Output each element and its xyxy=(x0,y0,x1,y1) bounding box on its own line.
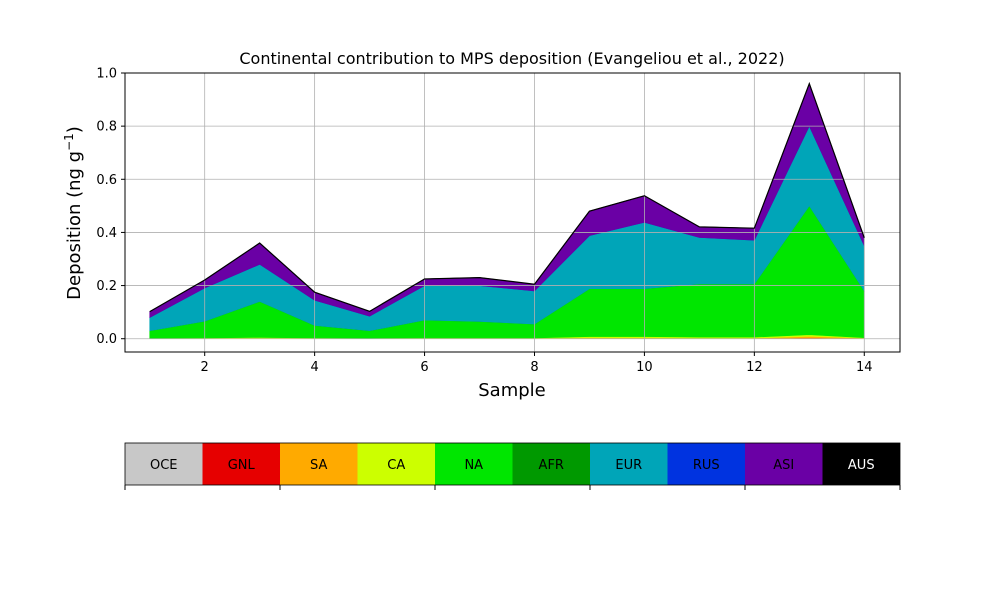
y-tick-label: 1.0 xyxy=(96,67,117,82)
legend-label-oce: OCE xyxy=(150,458,178,473)
legend-swatch-eur xyxy=(590,443,668,485)
x-tick-label: 6 xyxy=(420,360,428,375)
x-tick-label: 8 xyxy=(530,360,538,375)
x-tick-label: 14 xyxy=(856,360,873,375)
y-axis-label-end: ) xyxy=(64,126,85,133)
legend-swatch-na xyxy=(435,443,513,485)
legend-swatch-aus xyxy=(822,443,900,485)
legend-swatch-oce xyxy=(125,443,203,485)
legend-label-sa: SA xyxy=(310,458,327,473)
legend-label-ca: CA xyxy=(387,458,405,473)
y-tick-label: 0.8 xyxy=(96,120,117,135)
plot-area xyxy=(124,72,901,353)
legend-swatch-afr xyxy=(512,443,590,485)
legend-label-eur: EUR xyxy=(615,458,642,473)
legend-label-afr: AFR xyxy=(539,458,564,473)
x-axis-label: Sample xyxy=(478,380,546,401)
legend-swatch-gnl xyxy=(202,443,280,485)
y-tick-label: 0.6 xyxy=(96,173,117,188)
y-axis-label-superscript: −1 xyxy=(62,133,76,151)
y-axis-label-main: Deposition (ng g xyxy=(64,151,85,300)
chart-title: Continental contribution to MPS depositi… xyxy=(239,49,784,68)
x-tick-label: 4 xyxy=(310,360,318,375)
x-tick-label: 2 xyxy=(201,360,209,375)
x-axis-ticks: 2 4 6 8 10 12 14 xyxy=(201,352,873,375)
legend-label-aus: AUS xyxy=(848,458,875,473)
color-legend: OCE GNL SA CA NA AFR EUR RUS ASI AUS xyxy=(124,442,901,490)
legend-label-na: NA xyxy=(464,458,483,473)
legend-label-gnl: GNL xyxy=(228,458,256,473)
legend-swatch-asi xyxy=(745,443,823,485)
y-tick-label: 0.2 xyxy=(96,279,117,294)
plot-frame xyxy=(124,72,901,353)
y-axis-ticks: 0.0 0.2 0.4 0.6 0.8 1.0 xyxy=(96,67,125,347)
legend-frame xyxy=(124,442,901,486)
y-tick-label: 0.0 xyxy=(96,332,117,347)
legend-swatch-sa xyxy=(280,443,358,485)
legend-label-rus: RUS xyxy=(693,458,720,473)
total-outline xyxy=(149,81,865,313)
legend-label-asi: ASI xyxy=(773,458,794,473)
x-tick-label: 12 xyxy=(746,360,763,375)
legend-swatch-rus xyxy=(667,443,745,485)
x-tick-label: 10 xyxy=(636,360,653,375)
legend-swatch-ca xyxy=(357,443,435,485)
y-axis-label: Deposition (ng g−1) xyxy=(62,126,85,300)
y-tick-label: 0.4 xyxy=(96,226,117,241)
